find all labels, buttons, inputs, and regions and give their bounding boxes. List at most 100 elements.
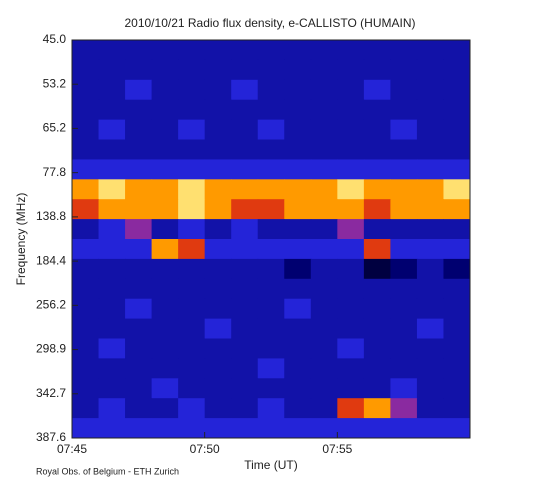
spectrogram-cell (416, 278, 444, 300)
spectrogram-cell (178, 40, 206, 61)
spectrogram-cell (390, 398, 418, 419)
spectrogram-cell (390, 219, 418, 240)
spectrogram-cell (416, 99, 444, 121)
spectrogram-cell (337, 298, 365, 320)
spectrogram-cell (257, 398, 285, 419)
spectrogram-cell (204, 398, 232, 419)
spectrogram-cell (204, 418, 232, 439)
spectrogram-cell (416, 378, 444, 399)
spectrogram-cell (363, 318, 391, 339)
spectrogram-cell (337, 139, 365, 160)
spectrogram-cell (390, 99, 418, 121)
spectrogram-cell (443, 219, 471, 240)
spectrogram-cell (72, 258, 100, 280)
spectrogram-cell (178, 139, 206, 160)
spectrogram-cell (125, 159, 153, 180)
spectrogram-cell (443, 318, 471, 339)
spectrogram-cell (310, 239, 338, 260)
spectrogram-cell (257, 159, 285, 180)
spectrogram-cell (204, 378, 232, 399)
spectrogram-cell (231, 59, 259, 81)
spectrogram-cell (363, 278, 391, 300)
spectrogram-cell (151, 99, 179, 121)
spectrogram-cell (72, 318, 100, 339)
spectrogram-cell (72, 199, 100, 220)
spectrogram-cell (72, 298, 100, 320)
spectrogram-cell (204, 40, 232, 61)
spectrogram-cell (231, 219, 259, 240)
y-tick-label: 53.2 (43, 76, 67, 90)
spectrogram-cell (72, 378, 100, 399)
spectrogram-cell (204, 338, 232, 359)
spectrogram-cell (443, 199, 471, 220)
spectrogram-cell (443, 99, 471, 121)
y-tick-label: 77.8 (43, 165, 67, 179)
spectrogram-cell (443, 239, 471, 260)
spectrogram-cell (204, 59, 232, 81)
spectrogram-cell (416, 219, 444, 240)
spectrogram-cell (284, 159, 312, 180)
spectrogram-cell (390, 298, 418, 320)
plot-frame (71, 39, 471, 439)
spectrogram-cell (310, 79, 338, 101)
spectrogram-cell (257, 298, 285, 320)
spectrogram-cell (98, 418, 126, 439)
spectrogram-cell (98, 378, 126, 399)
spectrogram-cell (72, 358, 100, 379)
spectrogram-cell (310, 338, 338, 359)
spectrogram-cell (443, 179, 471, 200)
spectrogram-cell (390, 358, 418, 379)
spectrogram-cell (284, 59, 312, 81)
chart-title: 2010/10/21 Radio flux density, e-CALLIST… (124, 16, 415, 30)
spectrogram-cell (204, 79, 232, 101)
spectrogram-cell (390, 79, 418, 101)
spectrogram-cell (98, 278, 126, 300)
spectrogram-cell (310, 59, 338, 81)
spectrogram-cell (204, 139, 232, 160)
spectrogram-cell (337, 239, 365, 260)
spectrogram-cell (125, 278, 153, 300)
spectrogram-cell (416, 358, 444, 379)
spectrogram-cell (125, 199, 153, 220)
spectrogram-cell (204, 219, 232, 240)
spectrogram-cell (125, 79, 153, 101)
spectrogram-cell (204, 358, 232, 379)
spectrogram-cell (231, 119, 259, 140)
spectrogram-cell (125, 219, 153, 240)
spectrogram-cell (390, 378, 418, 399)
spectrogram-cell (151, 139, 179, 160)
spectrogram-cell (390, 179, 418, 200)
spectrogram-cell (363, 338, 391, 359)
y-tick-label: 298.9 (36, 342, 66, 356)
spectrogram-cell (204, 99, 232, 121)
spectrogram-cell (284, 258, 312, 280)
spectrogram-cell (257, 40, 285, 61)
spectrogram-cell (231, 298, 259, 320)
spectrogram-cell (125, 99, 153, 121)
spectrogram-cell (443, 59, 471, 81)
spectrogram-cell (72, 278, 100, 300)
spectrogram-cell (416, 398, 444, 419)
spectrogram-cell (72, 79, 100, 101)
spectrogram-cell (151, 179, 179, 200)
spectrogram-cell (125, 258, 153, 280)
spectrogram-cell (98, 398, 126, 419)
spectrogram-cell (443, 338, 471, 359)
spectrogram-cell (125, 298, 153, 320)
spectrogram-cell (284, 378, 312, 399)
spectrogram-cell (284, 338, 312, 359)
spectrogram-cell (337, 378, 365, 399)
spectrogram-cell (231, 378, 259, 399)
y-axis-label: Frequency (MHz) (14, 193, 28, 286)
spectrogram-cell (390, 418, 418, 439)
spectrogram-cell (151, 159, 179, 180)
spectrogram-cell (231, 258, 259, 280)
spectrogram-cell (125, 239, 153, 260)
spectrogram-cell (310, 179, 338, 200)
spectrogram-cell (178, 239, 206, 260)
x-axis-label: Time (UT) (244, 458, 298, 472)
spectrogram-cell (178, 219, 206, 240)
spectrogram-cell (284, 99, 312, 121)
spectrogram-cell (72, 59, 100, 81)
